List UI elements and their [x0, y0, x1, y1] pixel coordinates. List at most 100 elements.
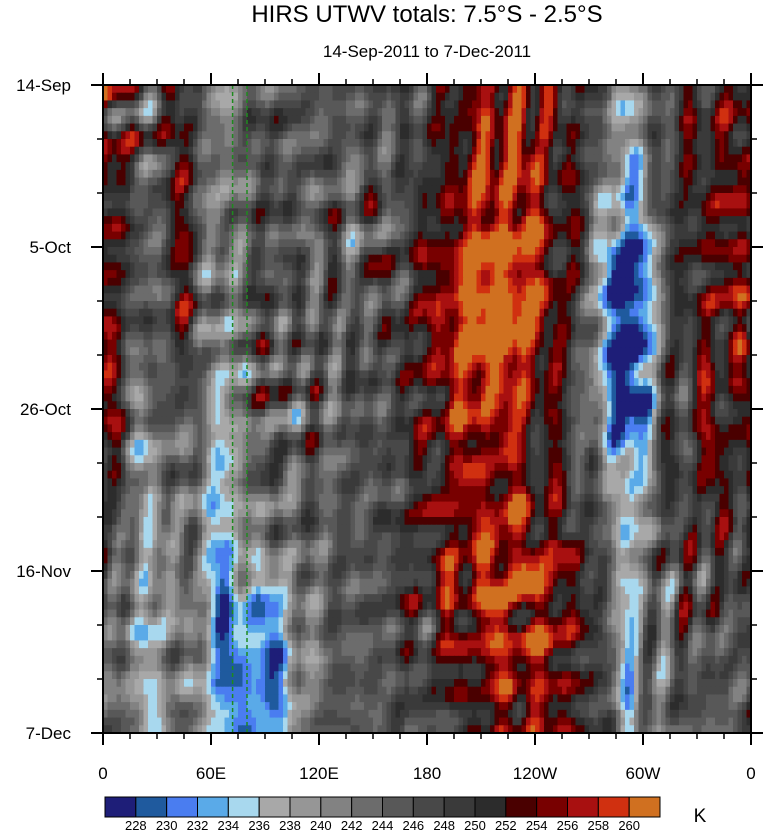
heatmap-cell [346, 339, 352, 348]
heatmap-cell [670, 200, 676, 210]
heatmap-cell [188, 123, 194, 132]
heatmap-cell [359, 123, 365, 132]
heatmap-cell [292, 331, 298, 341]
heatmap-cell [445, 254, 451, 264]
heatmap-cell [148, 324, 154, 333]
heatmap-cell [296, 100, 302, 109]
heatmap-cell [629, 262, 635, 271]
heatmap-cell [125, 193, 131, 202]
heatmap-cell [274, 123, 280, 132]
heatmap-cell [278, 270, 284, 279]
heatmap-cell [526, 231, 532, 240]
heatmap-cell [395, 92, 401, 102]
heatmap-cell [445, 277, 451, 287]
heatmap-cell [485, 285, 491, 294]
heatmap-cell [602, 92, 608, 102]
heatmap-cell [395, 100, 401, 109]
heatmap-cell [656, 139, 662, 148]
heatmap-cell [283, 200, 289, 210]
heatmap-cell [481, 262, 487, 271]
heatmap-cell [274, 131, 280, 140]
heatmap-cell [404, 185, 410, 194]
heatmap-cell [274, 146, 280, 156]
heatmap-cell [458, 92, 464, 102]
heatmap-cell [530, 316, 536, 325]
heatmap-cell [265, 131, 271, 140]
heatmap-cell [593, 154, 599, 163]
heatmap-cell [157, 193, 163, 202]
heatmap-cell [431, 331, 437, 341]
heatmap-cell [683, 154, 689, 163]
heatmap-cell [337, 331, 343, 341]
heatmap-cell [566, 308, 572, 318]
heatmap-cell [139, 308, 145, 318]
heatmap-cell [688, 301, 694, 310]
heatmap-cell [634, 254, 640, 264]
heatmap-cell [593, 316, 599, 325]
heatmap-cell [566, 316, 572, 325]
heatmap-cell [386, 270, 392, 279]
heatmap-cell [359, 231, 365, 240]
heatmap-cell [692, 262, 698, 271]
heatmap-cell [413, 177, 419, 186]
heatmap-cell [211, 331, 217, 341]
heatmap-cell [323, 301, 329, 310]
heatmap-cell [116, 308, 122, 318]
heatmap-cell [368, 316, 374, 325]
heatmap-cell [202, 100, 208, 109]
heatmap-cell [341, 254, 347, 264]
heatmap-cell [292, 162, 298, 171]
heatmap-cell [481, 131, 487, 140]
heatmap-cell [733, 177, 739, 186]
heatmap-cell [467, 100, 473, 109]
heatmap-cell [566, 85, 572, 94]
heatmap-cell [418, 339, 424, 348]
heatmap-cell [400, 285, 406, 294]
heatmap-cell [440, 254, 446, 264]
heatmap-cell [121, 223, 127, 233]
heatmap-cell [566, 293, 572, 302]
heatmap-cell [184, 254, 190, 264]
heatmap-cell [652, 146, 658, 156]
heatmap-cell [265, 154, 271, 163]
heatmap-cell [454, 270, 460, 279]
heatmap-cell [643, 324, 649, 333]
heatmap-cell [589, 193, 595, 202]
heatmap-cell [377, 308, 383, 318]
heatmap-cell [697, 208, 703, 217]
heatmap-cell [206, 146, 212, 156]
heatmap-cell [188, 162, 194, 171]
heatmap-cell [431, 293, 437, 302]
heatmap-cell [692, 162, 698, 171]
heatmap-cell [503, 231, 509, 240]
heatmap-cell [503, 293, 509, 302]
heatmap-cell [521, 146, 527, 156]
heatmap-cell [278, 92, 284, 102]
heatmap-cell [638, 115, 644, 125]
heatmap-cell [526, 324, 532, 333]
heatmap-cell [197, 301, 203, 310]
heatmap-cell [742, 169, 748, 179]
heatmap-cell [553, 308, 559, 318]
heatmap-cell [188, 139, 194, 148]
heatmap-cell [382, 193, 388, 202]
heatmap-cell [598, 247, 604, 256]
heatmap-cell [283, 216, 289, 225]
heatmap-cell [512, 123, 518, 132]
heatmap-cell [701, 146, 707, 156]
heatmap-cell [409, 177, 415, 186]
heatmap-cell [292, 169, 298, 179]
heatmap-cell [400, 123, 406, 132]
heatmap-cell [548, 285, 554, 294]
heatmap-cell [157, 208, 163, 217]
heatmap-cell [710, 285, 716, 294]
heatmap-cell [719, 316, 725, 325]
heatmap-cell [557, 239, 563, 248]
heatmap-cell [665, 169, 671, 179]
heatmap-cell [485, 123, 491, 132]
heatmap-cell [197, 185, 203, 194]
heatmap-cell [346, 285, 352, 294]
heatmap-cell [611, 301, 617, 310]
heatmap-cell [148, 193, 154, 202]
heatmap-cell [292, 208, 298, 217]
